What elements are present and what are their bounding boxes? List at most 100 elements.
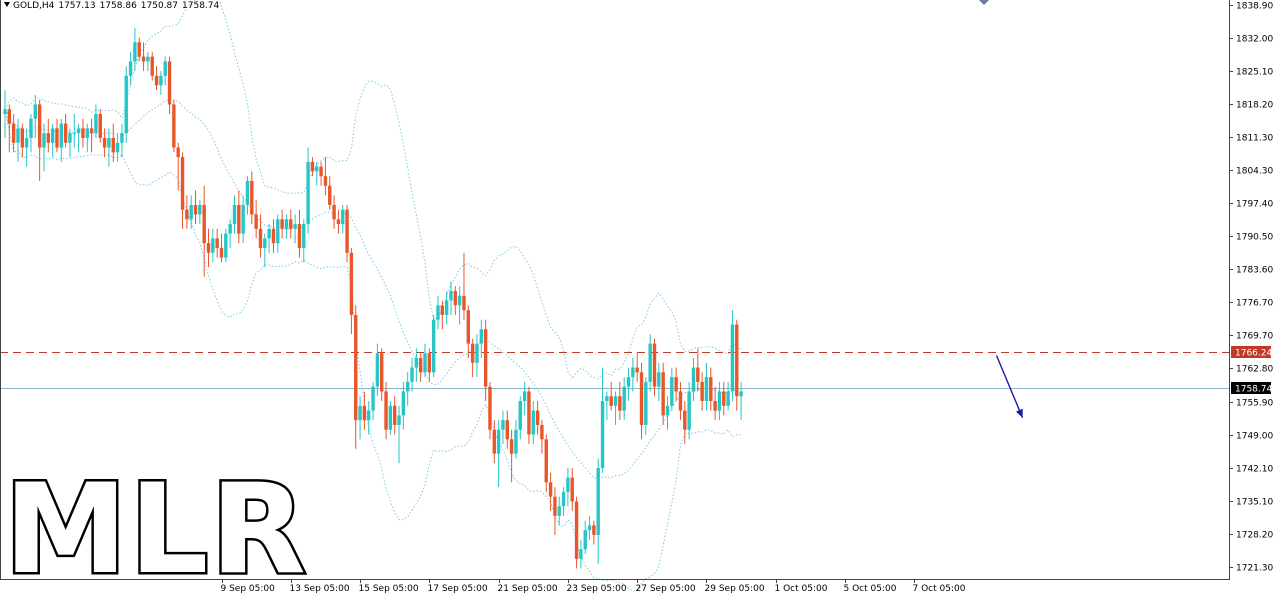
candle-body bbox=[509, 439, 514, 454]
candle-body bbox=[713, 401, 717, 411]
y-tick-label: 1838.90 bbox=[1236, 2, 1273, 12]
candle-body bbox=[362, 405, 367, 421]
candle-body bbox=[276, 219, 280, 244]
candle-body bbox=[709, 377, 713, 402]
arrow-shaft bbox=[995, 355, 1024, 419]
candle-body bbox=[722, 391, 726, 406]
candle-body bbox=[388, 405, 393, 430]
candle-body bbox=[76, 128, 81, 134]
candle-body bbox=[250, 180, 254, 215]
candle-body bbox=[332, 204, 336, 220]
candle-body bbox=[154, 75, 159, 86]
y-tick-label: 1769.70 bbox=[1236, 332, 1273, 342]
candle-body bbox=[483, 329, 488, 387]
candle-body bbox=[146, 56, 150, 62]
y-tick-label: 1818.20 bbox=[1236, 101, 1273, 111]
candle-body bbox=[219, 247, 224, 258]
candle-body bbox=[397, 415, 401, 425]
candle-body bbox=[263, 238, 267, 248]
candle-body bbox=[548, 482, 553, 497]
candle-body bbox=[354, 314, 358, 421]
candle-body bbox=[462, 295, 466, 311]
candle-body bbox=[189, 204, 193, 220]
candle-body bbox=[683, 410, 687, 430]
candle-body bbox=[336, 219, 341, 225]
candle-body bbox=[241, 204, 245, 234]
candle-body bbox=[622, 386, 626, 411]
candle-body bbox=[405, 381, 410, 392]
caret-down-icon[interactable] bbox=[4, 2, 10, 7]
candle-body bbox=[691, 367, 696, 392]
candle-body bbox=[29, 118, 33, 138]
candle-body bbox=[33, 104, 38, 119]
candle-body bbox=[81, 128, 85, 138]
candle-body bbox=[237, 204, 241, 234]
candle-body bbox=[674, 377, 678, 392]
candle-body bbox=[245, 180, 250, 205]
candle-body bbox=[293, 224, 297, 229]
candle-body bbox=[24, 137, 29, 148]
candle-body bbox=[427, 353, 432, 373]
x-tick-label: 17 Sep 05:00 bbox=[428, 584, 488, 594]
candle-body bbox=[267, 228, 271, 239]
candle-body bbox=[310, 161, 315, 172]
candle-body bbox=[107, 137, 111, 148]
candle-body bbox=[431, 319, 436, 373]
candle-body bbox=[639, 372, 644, 425]
x-tick-label: 5 Oct 05:00 bbox=[844, 584, 897, 594]
candle-body bbox=[696, 367, 700, 382]
candle-body bbox=[349, 252, 354, 315]
candle-body bbox=[72, 133, 76, 135]
candle-body bbox=[128, 61, 133, 76]
current-price-label: 1758.74 bbox=[1235, 385, 1272, 395]
candle-body bbox=[618, 396, 622, 411]
candle-body bbox=[449, 291, 453, 301]
candle-body bbox=[137, 42, 141, 57]
x-tick-label: 9 Sep 05:00 bbox=[221, 584, 276, 594]
candle-body bbox=[535, 410, 540, 425]
chart-header: GOLD,H4 1757.13 1758.86 1750.87 1758.74 bbox=[4, 1, 223, 11]
candle-body bbox=[574, 501, 579, 559]
candle-body bbox=[440, 305, 445, 315]
candle-body bbox=[687, 391, 691, 430]
candle-body bbox=[393, 405, 397, 425]
candle-body bbox=[592, 525, 596, 535]
y-tick-label: 1728.20 bbox=[1236, 531, 1273, 541]
candle-body bbox=[16, 128, 20, 143]
candle-body bbox=[626, 377, 631, 387]
candle-body bbox=[579, 549, 583, 559]
candle-body bbox=[583, 530, 587, 550]
candle-body bbox=[605, 396, 609, 402]
candle-body bbox=[98, 114, 102, 138]
candle-body bbox=[228, 224, 232, 234]
y-tick-label: 1811.30 bbox=[1236, 134, 1273, 144]
candle-body bbox=[488, 386, 492, 430]
candle-body bbox=[418, 357, 423, 373]
price-line-labels: 1766.24 1758.74 bbox=[1231, 346, 1272, 395]
ohlc-close: 1758.74 bbox=[182, 1, 220, 11]
candle-body bbox=[657, 372, 661, 387]
candle-body bbox=[470, 343, 475, 363]
candle-body bbox=[700, 381, 704, 402]
candle-body bbox=[124, 75, 128, 134]
candle-body bbox=[315, 166, 319, 172]
resistance-price-label: 1766.24 bbox=[1235, 349, 1272, 359]
candle-body bbox=[514, 429, 518, 454]
candle-body bbox=[652, 343, 657, 387]
scroll-marker-icon[interactable] bbox=[979, 0, 989, 5]
candle-body bbox=[46, 133, 50, 143]
candle-body bbox=[380, 353, 384, 392]
arrow-head-icon bbox=[1015, 408, 1023, 418]
ohlc-open: 1757.13 bbox=[58, 1, 96, 11]
candle-body bbox=[375, 353, 380, 387]
candle-body bbox=[202, 204, 206, 244]
candle-body bbox=[518, 401, 522, 430]
candle-body bbox=[566, 477, 570, 492]
candle-body bbox=[94, 114, 98, 134]
candle-body bbox=[527, 391, 531, 435]
candle-body bbox=[280, 219, 284, 229]
y-tick-label: 1832.00 bbox=[1236, 35, 1273, 45]
x-tick-label: 1 Oct 05:00 bbox=[775, 584, 828, 594]
candle-body bbox=[11, 123, 16, 143]
